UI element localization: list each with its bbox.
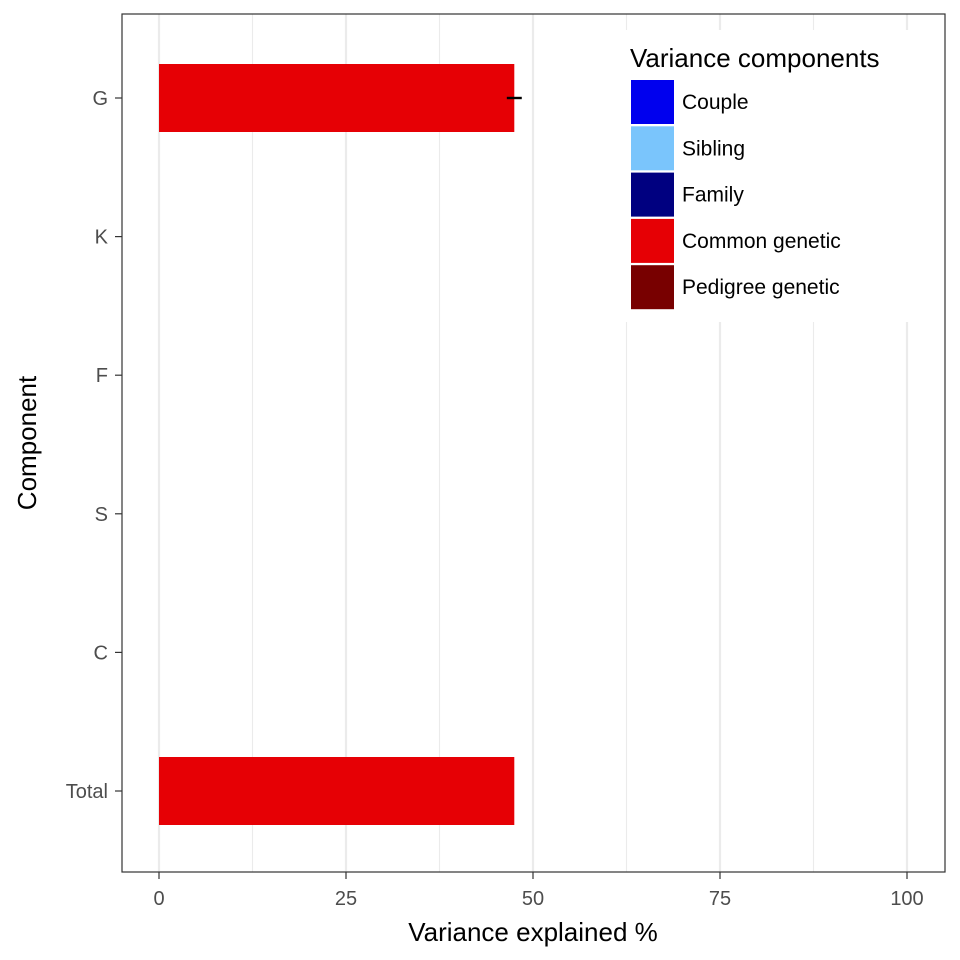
legend-label: Common genetic [682, 230, 841, 253]
y-axis: G K F S C Total [66, 88, 122, 803]
x-axis-title: Variance explained % [408, 917, 658, 947]
x-tick-label: 0 [153, 888, 164, 910]
legend-label: Couple [682, 91, 749, 114]
y-axis-title: Component [12, 375, 42, 510]
y-tick-label: S [95, 504, 108, 526]
legend-label: Pedigree genetic [682, 276, 840, 299]
legend: Variance components CoupleSiblingFamilyC… [618, 30, 928, 322]
x-tick-label: 100 [890, 888, 923, 910]
y-tick-label: F [96, 365, 108, 387]
x-tick-label: 25 [335, 888, 357, 910]
legend-label: Sibling [682, 137, 745, 160]
bar-total [159, 757, 515, 825]
legend-key-couple [631, 80, 674, 124]
legend-key-common-genetic [631, 218, 674, 263]
legend-title: Variance components [630, 43, 880, 73]
x-tick-label: 50 [522, 888, 544, 910]
bar-g [159, 64, 515, 132]
legend-key-pedigree-genetic [631, 265, 674, 310]
y-tick-label: C [94, 642, 108, 664]
x-tick-label: 75 [709, 888, 731, 910]
x-axis: 0 25 50 75 100 [153, 872, 924, 910]
legend-key-sibling [631, 126, 674, 171]
y-tick-label: G [92, 88, 108, 110]
legend-key-family [631, 172, 674, 217]
y-tick-label: Total [66, 781, 108, 803]
bars-layer [159, 64, 515, 825]
legend-label: Family [682, 184, 744, 207]
legend-items: Couple Sibling Family Common genetic Pedigre… [631, 80, 841, 310]
y-tick-label: K [95, 227, 109, 249]
